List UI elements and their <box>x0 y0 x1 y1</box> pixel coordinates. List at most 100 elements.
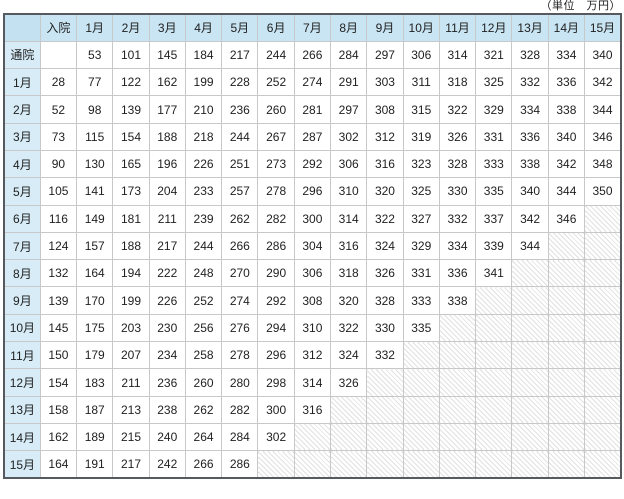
value-cell: 191 <box>76 450 114 479</box>
table-row: 13月 158 187 213 238 262 282 300 316 <box>3 395 622 424</box>
value-cell: 328 <box>511 40 549 70</box>
value-cell: 274 <box>221 286 259 315</box>
hatched-cell <box>511 368 549 397</box>
value-cell: 280 <box>221 368 259 397</box>
value-cell: 344 <box>584 95 622 124</box>
value-cell: 226 <box>184 149 223 179</box>
column-header: 13月 <box>511 13 549 42</box>
value-cell: 203 <box>112 313 150 343</box>
value-cell: 124 <box>39 231 78 261</box>
value-cell: 292 <box>257 286 295 315</box>
hatched-cell <box>584 313 622 343</box>
value-cell: 165 <box>112 149 150 179</box>
row-header: 15月 <box>3 450 41 479</box>
value-cell: 53 <box>76 40 114 70</box>
value-cell: 173 <box>112 177 150 206</box>
value-cell: 291 <box>330 68 368 97</box>
value-cell: 325 <box>402 177 440 206</box>
hatched-cell <box>547 368 586 397</box>
row-header: 12月 <box>3 368 41 397</box>
table-header: 入院 1月 2月 3月 4月 5月 6月 7月 8月 9月 10月 11月 12月 13月 14月 15月 <box>3 13 622 42</box>
value-cell: 333 <box>402 286 440 315</box>
value-cell: 234 <box>148 341 186 370</box>
value-cell: 310 <box>293 313 332 343</box>
value-cell: 90 <box>39 149 78 179</box>
row-header: 5月 <box>3 177 41 206</box>
hatched-cell <box>547 231 586 261</box>
hatched-cell <box>366 422 404 452</box>
hatched-cell <box>293 450 332 479</box>
row-header: 2月 <box>3 95 41 124</box>
hatched-cell <box>584 204 622 233</box>
value-cell: 346 <box>547 204 586 233</box>
column-header: 12月 <box>475 13 513 42</box>
value-cell: 335 <box>402 313 440 343</box>
value-cell: 262 <box>221 204 259 233</box>
value-cell: 267 <box>257 122 295 151</box>
value-cell: 306 <box>293 259 332 288</box>
hatched-cell <box>402 395 440 424</box>
hatched-cell <box>438 368 477 397</box>
value-cell: 294 <box>257 313 295 343</box>
value-cell: 337 <box>475 204 513 233</box>
column-header: 8月 <box>330 13 368 42</box>
hatched-cell <box>547 341 586 370</box>
value-cell: 183 <box>76 368 114 397</box>
value-cell: 184 <box>184 40 223 70</box>
table-row: 8月 132 164 194 222 248 270 290 306 318 326 331 336 34… <box>3 259 622 288</box>
value-cell: 296 <box>257 341 295 370</box>
value-cell: 251 <box>221 149 259 179</box>
hatched-cell <box>438 450 477 479</box>
value-cell: 266 <box>184 450 223 479</box>
hatched-cell <box>402 368 440 397</box>
value-cell: 189 <box>76 422 114 452</box>
value-cell: 348 <box>584 149 622 179</box>
value-cell: 194 <box>112 259 150 288</box>
value-cell: 320 <box>366 177 404 206</box>
table-row: 15月 164 191 217 242 266 286 <box>3 450 622 479</box>
table-body: 通院 53 101 145 184 217 244 266 284 297 306 314 321 328… <box>3 40 622 479</box>
value-cell: 303 <box>366 68 404 97</box>
value-cell: 164 <box>76 259 114 288</box>
value-cell: 260 <box>184 368 223 397</box>
value-cell: 150 <box>39 341 78 370</box>
value-cell: 308 <box>366 95 404 124</box>
value-cell: 304 <box>293 231 332 261</box>
hatched-cell <box>584 286 622 315</box>
value-cell: 297 <box>330 95 368 124</box>
value-cell: 162 <box>39 422 78 452</box>
value-cell: 328 <box>438 149 477 179</box>
value-cell: 179 <box>76 341 114 370</box>
value-cell: 264 <box>184 422 223 452</box>
value-cell: 306 <box>402 40 440 70</box>
hatched-cell <box>511 395 549 424</box>
value-cell: 340 <box>584 40 622 70</box>
value-cell: 154 <box>39 368 78 397</box>
value-cell: 336 <box>547 68 586 97</box>
value-cell: 239 <box>184 204 223 233</box>
column-header: 3月 <box>148 13 186 42</box>
column-header: 14月 <box>547 13 586 42</box>
corner-cell <box>3 13 41 42</box>
value-cell: 77 <box>76 68 114 97</box>
hatched-cell <box>330 422 368 452</box>
value-cell: 145 <box>39 313 78 343</box>
value-cell: 230 <box>148 313 186 343</box>
hatched-cell <box>584 368 622 397</box>
value-cell: 306 <box>330 149 368 179</box>
value-cell: 329 <box>475 95 513 124</box>
value-cell: 157 <box>76 231 114 261</box>
hatched-cell <box>366 368 404 397</box>
value-cell: 316 <box>366 149 404 179</box>
value-cell: 73 <box>39 122 78 151</box>
hatched-cell <box>511 286 549 315</box>
hatched-cell <box>366 395 404 424</box>
value-cell: 326 <box>366 259 404 288</box>
column-header: 5月 <box>221 13 259 42</box>
unit-note: （単位 万円） <box>540 0 621 12</box>
hatched-cell <box>402 341 440 370</box>
value-cell: 204 <box>148 177 186 206</box>
value-cell: 284 <box>330 40 368 70</box>
value-cell: 226 <box>148 286 186 315</box>
